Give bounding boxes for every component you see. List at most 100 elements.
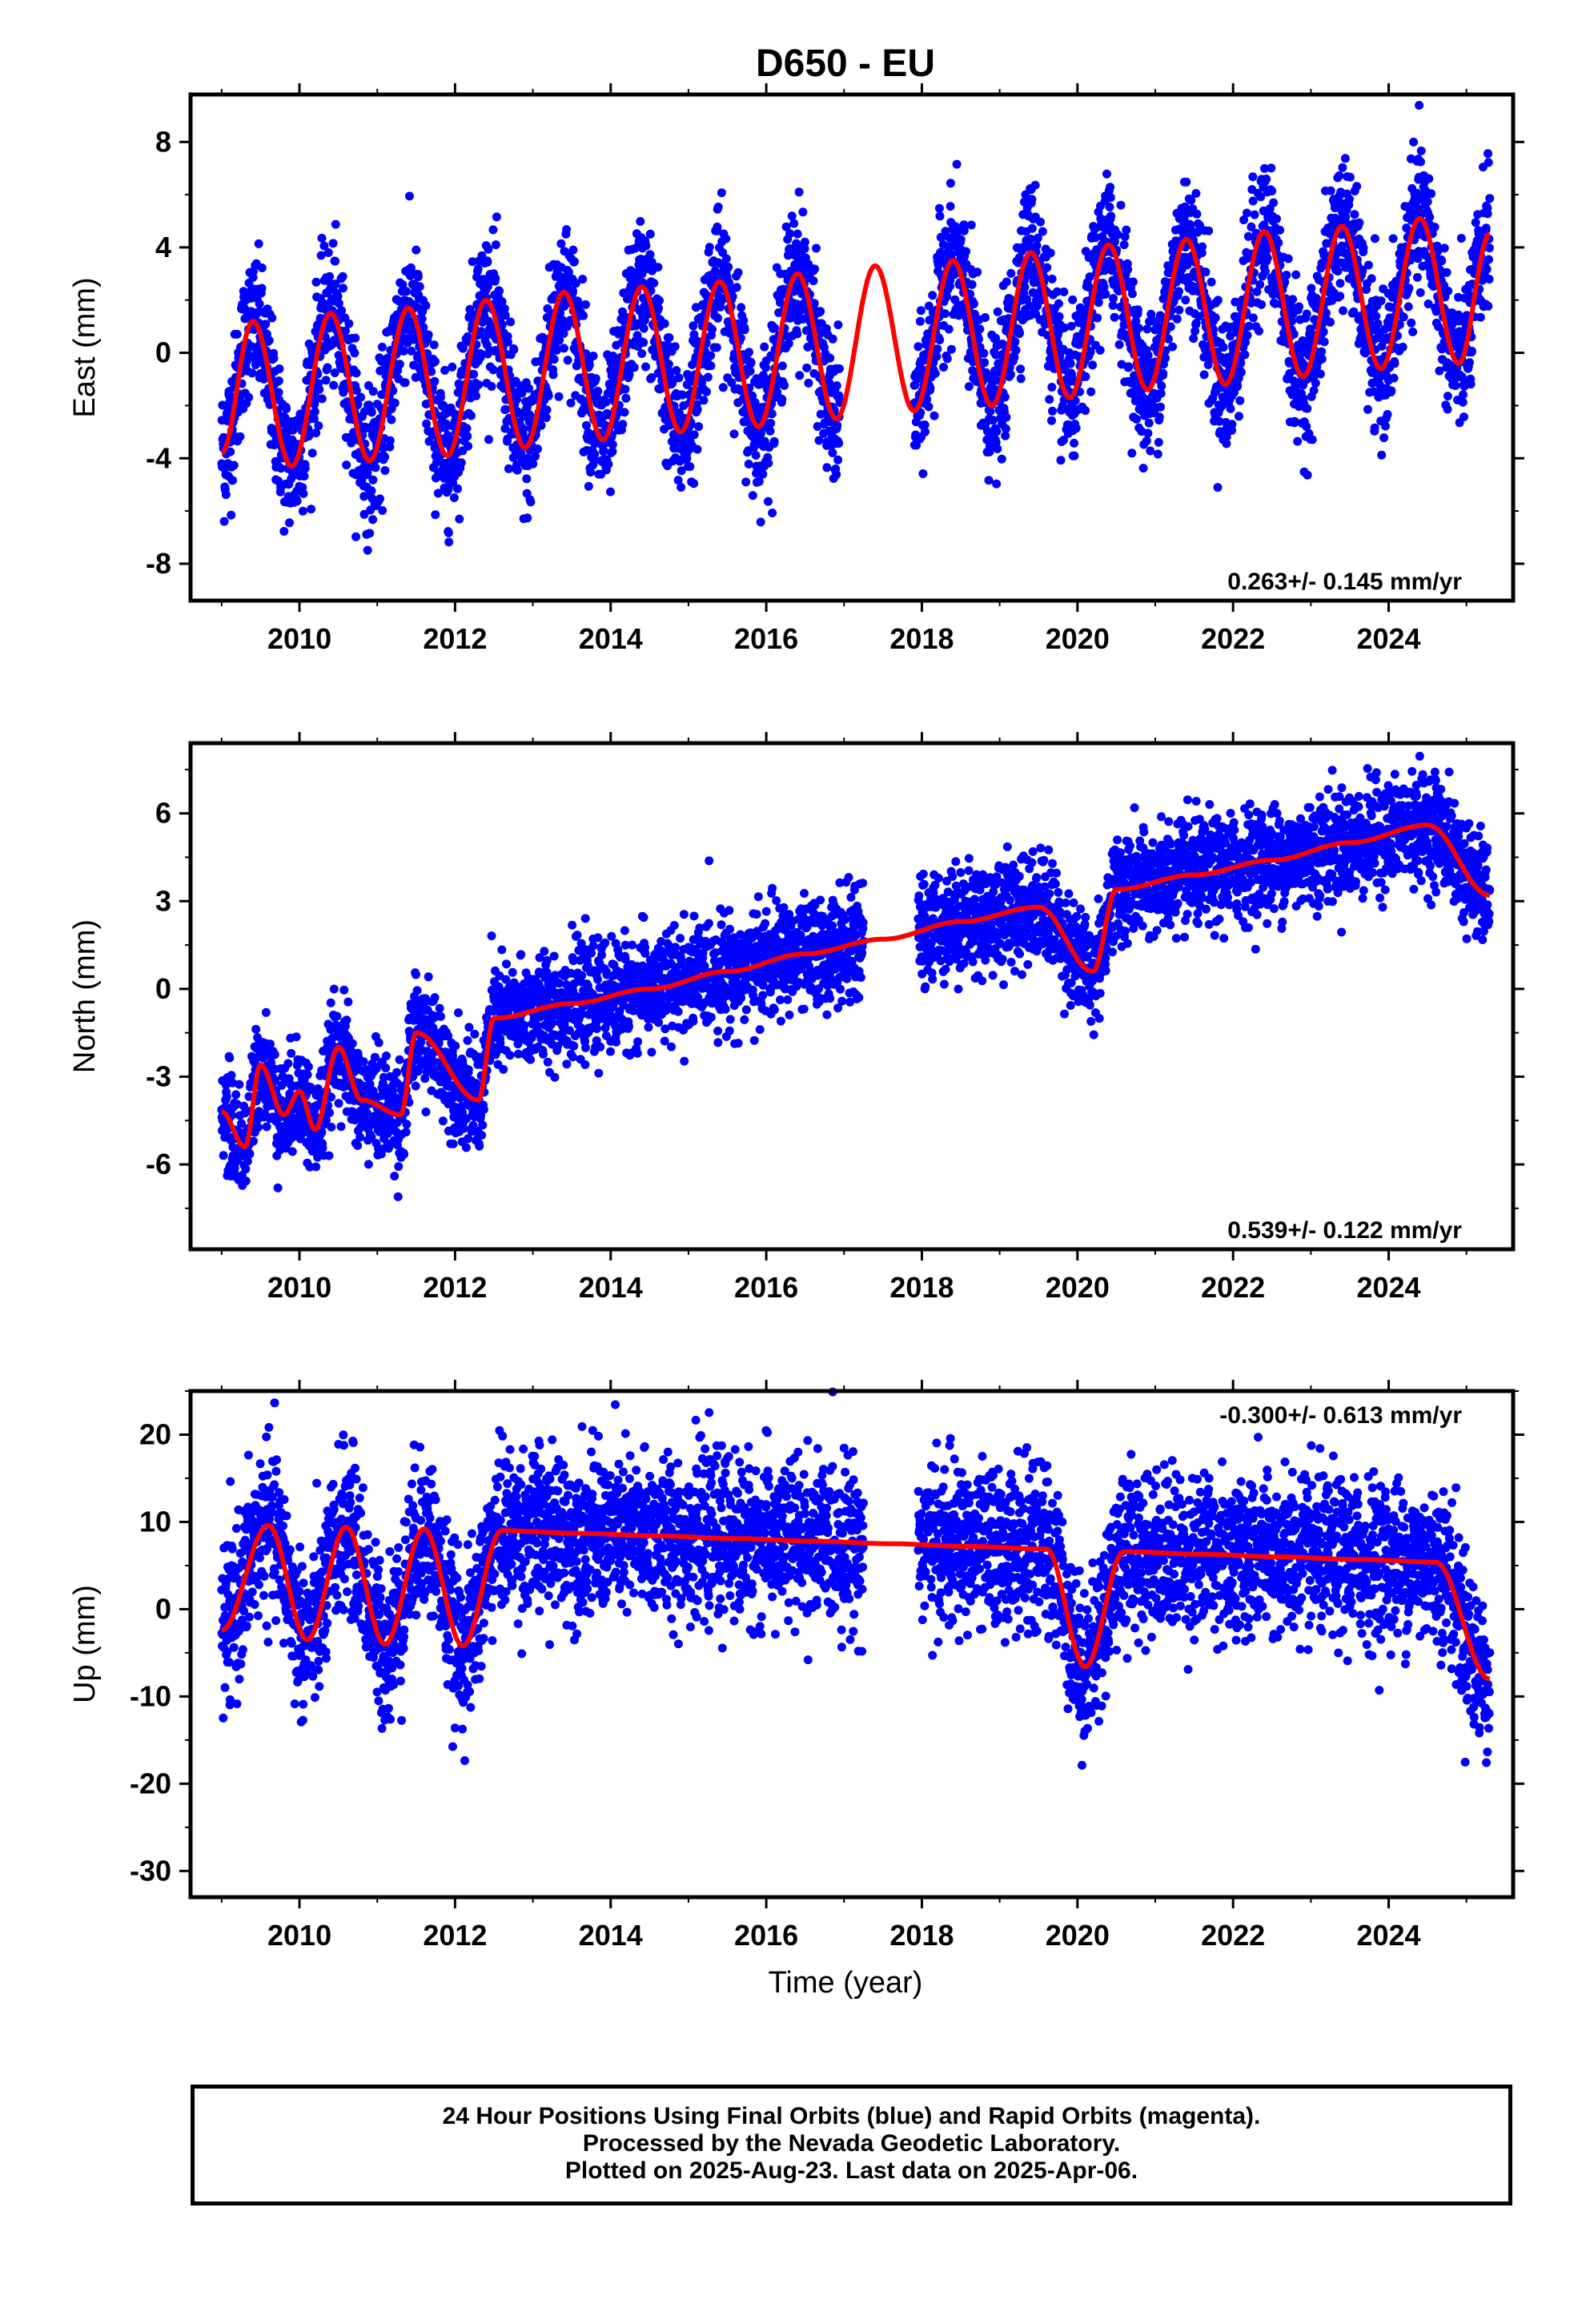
east-data-point	[563, 356, 572, 365]
east-data-point	[1143, 351, 1153, 360]
east-data-point	[962, 247, 971, 256]
east-data-point	[377, 342, 387, 352]
east-data-point	[1066, 359, 1075, 368]
north-data-point	[245, 1149, 255, 1159]
east-data-point	[367, 486, 376, 496]
east-data-point	[1439, 243, 1449, 253]
east-data-point	[350, 348, 359, 358]
east-data-point	[363, 545, 372, 555]
east-data-point	[1227, 420, 1237, 429]
east-data-point	[608, 440, 617, 449]
north-data-point	[241, 1176, 251, 1186]
east-data-point	[488, 225, 498, 235]
east-data-point	[1352, 182, 1362, 191]
east-data-point	[1335, 279, 1345, 288]
east-data-point	[430, 376, 440, 386]
east-data-point	[484, 435, 493, 444]
east-data-point	[518, 424, 528, 433]
east-data-point	[746, 357, 756, 367]
east-data-point	[981, 313, 990, 322]
east-data-point	[967, 279, 977, 289]
east-data-point	[321, 376, 331, 385]
east-data-point	[1002, 412, 1011, 422]
east-data-point	[1093, 313, 1102, 323]
east-data-point	[1262, 175, 1271, 183]
east-data-point	[385, 436, 395, 445]
east-data-point	[431, 357, 440, 366]
east-x-tick-label: 2014	[579, 622, 643, 655]
east-data-point	[445, 461, 455, 471]
east-data-point	[706, 361, 716, 371]
east-data-point	[371, 463, 380, 472]
east-rate-label: 0.263+/- 0.145 mm/yr	[1227, 569, 1462, 595]
east-data-point	[311, 277, 321, 287]
north-data-point	[222, 1092, 231, 1102]
east-data-point	[1389, 373, 1399, 383]
east-data-point	[1345, 172, 1355, 182]
east-data-point	[1311, 378, 1320, 388]
east-data-point	[436, 392, 445, 402]
east-data-point	[1379, 433, 1389, 443]
east-data-point	[261, 320, 271, 329]
east-panel: 2010 2012 2014 2016 2018 2020 2022 2024-8-4048 …	[68, 83, 1524, 655]
east-data-point	[794, 187, 804, 197]
east-data-point	[745, 348, 753, 357]
east-data-point	[1240, 350, 1250, 360]
east-data-point	[449, 493, 459, 502]
east-data-point	[744, 460, 753, 468]
east-data-point	[1326, 186, 1335, 195]
east-data-point	[660, 319, 669, 328]
east-data-point	[298, 506, 307, 516]
east-data-point	[421, 301, 431, 311]
east-data-point	[395, 360, 404, 369]
east-data-point	[1303, 470, 1312, 480]
east-data-point	[1027, 223, 1037, 233]
east-data-point	[1105, 203, 1114, 211]
east-data-point	[649, 279, 659, 287]
east-data-point	[1456, 234, 1466, 243]
east-data-point	[795, 371, 805, 380]
east-data-point	[765, 426, 775, 436]
east-data-point	[524, 384, 534, 393]
east-data-point	[1143, 428, 1153, 438]
east-data-point	[568, 245, 578, 255]
east-data-point	[712, 343, 721, 352]
east-data-point	[548, 370, 558, 380]
east-data-point	[1248, 172, 1258, 182]
east-data-point	[549, 355, 559, 364]
east-data-point	[834, 439, 844, 448]
east-data-point	[458, 344, 468, 353]
east-data-point	[562, 225, 572, 235]
east-data-point	[785, 229, 795, 239]
east-data-point	[835, 364, 844, 373]
east-data-point	[1250, 210, 1259, 219]
east-data-point	[311, 428, 321, 438]
east-data-point	[483, 257, 492, 267]
east-data-point	[1109, 294, 1118, 304]
east-data-point	[1465, 358, 1474, 368]
east-data-point	[809, 276, 818, 286]
east-data-point	[956, 235, 966, 244]
east-data-point	[629, 363, 639, 372]
east-data-point	[503, 337, 512, 347]
east-data-point	[1002, 277, 1011, 287]
east-data-point	[232, 329, 242, 339]
east-data-point	[1128, 277, 1138, 287]
east-data-point	[1016, 374, 1026, 384]
east-data-point	[832, 381, 841, 391]
east-data-point	[433, 489, 443, 498]
east-data-point	[495, 286, 504, 296]
east-data-point	[1303, 404, 1312, 413]
east-data-point	[618, 420, 628, 429]
east-data-point	[768, 509, 777, 517]
east-data-point	[665, 333, 674, 343]
east-data-point	[1451, 381, 1460, 390]
east-data-point	[299, 472, 309, 481]
east-data-point	[316, 251, 326, 260]
east-data-point	[997, 454, 1006, 464]
east-data-point	[512, 465, 522, 475]
east-data-point	[1437, 256, 1447, 266]
east-data-point	[1172, 314, 1182, 324]
east-data-point	[556, 239, 566, 248]
east-data-point	[247, 368, 257, 378]
